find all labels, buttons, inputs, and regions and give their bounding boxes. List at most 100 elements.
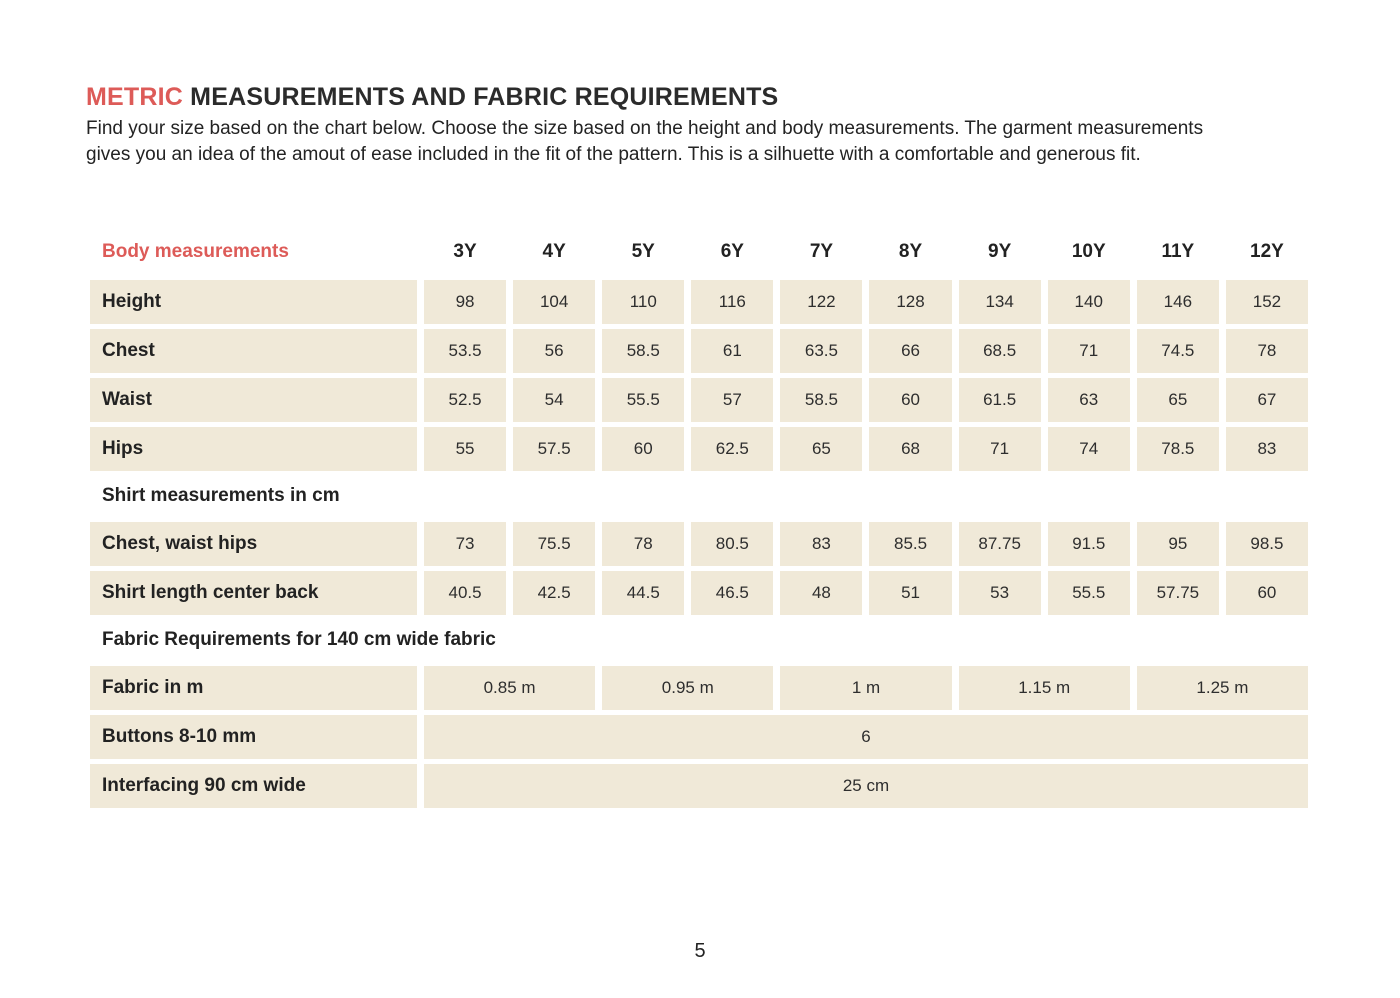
table-cell: 65 [780, 427, 863, 471]
table-cell: 44.5 [602, 571, 685, 615]
section-title-fabric-requirements: Fabric Requirements for 140 cm wide fabr… [102, 629, 496, 650]
table-cell-fabric-span: 1.25 m [1136, 666, 1308, 710]
size-chart-table: Body measurements 3Y 4Y 5Y 6Y 7Y 8Y 9Y 1… [90, 236, 1308, 813]
table-cell: 78 [602, 522, 685, 566]
table-cell: 54 [513, 378, 596, 422]
table-row-waist: Waist 52.5 54 55.5 57 58.5 60 61.5 63 65… [90, 378, 1308, 422]
table-cell-interfacing-value: 25 cm [424, 764, 1308, 808]
table-cell: 67 [1225, 378, 1308, 422]
row-label: Hips [90, 427, 417, 471]
table-cell: 85.5 [869, 522, 952, 566]
table-cell: 110 [602, 280, 685, 324]
table-cell: 122 [780, 280, 863, 324]
column-header-size: 9Y [988, 241, 1012, 262]
table-row-fabric: Fabric in m 0.85 m 0.95 m 1 m 1.15 m 1.2… [90, 666, 1308, 710]
table-cell: 63 [1047, 378, 1130, 422]
table-cell: 104 [513, 280, 596, 324]
table-cell: 91.5 [1047, 522, 1130, 566]
table-row-chest: Chest 53.5 56 58.5 61 63.5 66 68.5 71 74… [90, 329, 1308, 373]
table-cell: 87.75 [958, 522, 1041, 566]
page-title-accent: METRIC [86, 83, 184, 111]
table-cell-fabric-span: 1 m [780, 666, 952, 710]
table-row-hips: Hips 55 57.5 60 62.5 65 68 71 74 78.5 83 [90, 427, 1308, 471]
column-header-size: 8Y [898, 241, 923, 262]
row-label: Chest, waist hips [90, 522, 417, 566]
table-cell: 58.5 [780, 378, 863, 422]
section-title-shirt-measurements: Shirt measurements in cm [102, 485, 340, 506]
row-label: Chest [90, 329, 417, 373]
table-cell: 75.5 [513, 522, 596, 566]
table-cell: 116 [691, 280, 774, 324]
table-cell: 60 [1225, 571, 1308, 615]
intro-paragraph-line-1: Find your size based on the chart below.… [86, 118, 1204, 139]
table-cell: 65 [1136, 378, 1219, 422]
table-cell: 55.5 [1047, 571, 1130, 615]
column-header-size: 11Y [1161, 241, 1195, 262]
table-cell: 134 [958, 280, 1041, 324]
table-cell: 61.5 [958, 378, 1041, 422]
table-cell: 128 [869, 280, 952, 324]
table-cell: 56 [513, 329, 596, 373]
table-cell: 63.5 [780, 329, 863, 373]
page-title-rest: MEASUREMENTS AND FABRIC REQUIREMENTS [183, 83, 779, 111]
row-label: Height [90, 280, 417, 324]
table-cell: 80.5 [691, 522, 774, 566]
doc-header: METRIC MEASUREMENTS AND FABRIC REQUIREME… [86, 82, 1314, 168]
table-cell-fabric-span: 1.15 m [958, 666, 1130, 710]
table-cell: 61 [691, 329, 774, 373]
table-cell: 83 [780, 522, 863, 566]
table-cell: 74 [1047, 427, 1130, 471]
column-header-size: 10Y [1071, 241, 1106, 262]
table-cell: 146 [1136, 280, 1219, 324]
table-cell: 68.5 [958, 329, 1041, 373]
table-cell: 51 [869, 571, 952, 615]
table-cell: 78 [1225, 329, 1308, 373]
page-title: METRIC MEASUREMENTS AND FABRIC REQUIREME… [86, 82, 1314, 112]
table-cell: 71 [1047, 329, 1130, 373]
table-cell: 58.5 [602, 329, 685, 373]
table-cell: 60 [602, 427, 685, 471]
table-cell: 48 [780, 571, 863, 615]
table-cell: 95 [1136, 522, 1219, 566]
column-header-size: 7Y [809, 241, 834, 262]
column-header-size: 12Y [1250, 241, 1284, 262]
table-cell: 71 [958, 427, 1041, 471]
table-cell: 68 [869, 427, 952, 471]
table-row-buttons: Buttons 8-10 mm 6 [90, 715, 1308, 759]
table-cell: 40.5 [424, 571, 507, 615]
column-header-size: 5Y [631, 241, 655, 262]
column-header-size: 3Y [453, 241, 477, 262]
table-cell: 57 [691, 378, 774, 422]
table-cell: 52.5 [424, 378, 507, 422]
column-header-size: 6Y [720, 241, 744, 262]
row-label: Waist [90, 378, 417, 422]
row-label: Fabric in m [90, 666, 417, 710]
table-row-shirt-length: Shirt length center back 40.5 42.5 44.5 … [90, 571, 1308, 615]
table-cell: 98 [424, 280, 507, 324]
table-cell: 53.5 [424, 329, 507, 373]
intro-paragraph-line-2: gives you an idea of the amout of ease i… [86, 144, 1141, 165]
page-number: 5 [694, 940, 706, 962]
table-cell: 140 [1047, 280, 1130, 324]
table-header-row: Body measurements 3Y 4Y 5Y 6Y 7Y 8Y 9Y 1… [90, 236, 1308, 268]
table-cell: 42.5 [513, 571, 596, 615]
column-header-size: 4Y [542, 241, 566, 262]
table-cell: 98.5 [1225, 522, 1308, 566]
table-row-height: Height 98 104 110 116 122 128 134 140 14… [90, 280, 1308, 324]
column-header-body-measurements: Body measurements [102, 241, 289, 262]
table-row-chest-waist-hips: Chest, waist hips 73 75.5 78 80.5 83 85.… [90, 522, 1308, 566]
row-label: Shirt length center back [90, 571, 417, 615]
table-cell: 46.5 [691, 571, 774, 615]
table-cell-fabric-span: 0.85 m [424, 666, 596, 710]
table-cell-fabric-span: 0.95 m [602, 666, 774, 710]
row-label: Buttons 8-10 mm [90, 715, 417, 759]
table-cell: 66 [869, 329, 952, 373]
table-cell: 62.5 [691, 427, 774, 471]
table-cell: 57.5 [513, 427, 596, 471]
table-cell: 57.75 [1136, 571, 1219, 615]
table-cell: 152 [1225, 280, 1308, 324]
table-cell: 78.5 [1136, 427, 1219, 471]
table-cell: 55 [424, 427, 507, 471]
table-row-interfacing: Interfacing 90 cm wide 25 cm [90, 764, 1308, 808]
